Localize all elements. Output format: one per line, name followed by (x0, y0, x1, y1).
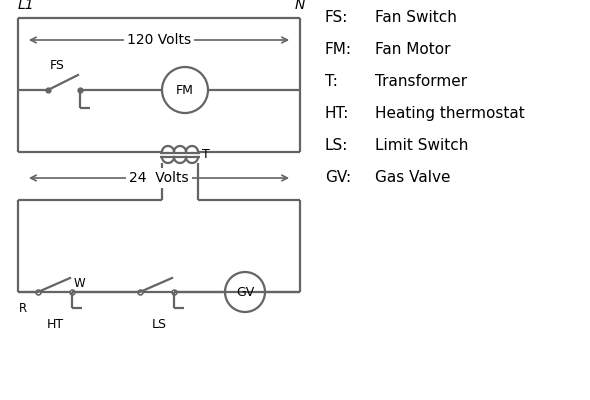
Text: Gas Valve: Gas Valve (375, 170, 451, 185)
Text: Heating thermostat: Heating thermostat (375, 106, 525, 121)
Text: HT: HT (47, 318, 64, 331)
Text: Limit Switch: Limit Switch (375, 138, 468, 153)
Text: W: W (74, 277, 86, 290)
Text: T: T (202, 148, 210, 162)
Text: Fan Motor: Fan Motor (375, 42, 451, 57)
Text: LS: LS (152, 318, 166, 331)
Text: LS:: LS: (325, 138, 348, 153)
Text: T:: T: (325, 74, 338, 89)
Text: FS:: FS: (325, 10, 348, 25)
Text: FM: FM (176, 84, 194, 96)
Text: 24  Volts: 24 Volts (129, 171, 189, 185)
Text: FM:: FM: (325, 42, 352, 57)
Text: GV:: GV: (325, 170, 351, 185)
Text: Fan Switch: Fan Switch (375, 10, 457, 25)
Text: GV: GV (236, 286, 254, 298)
Text: R: R (19, 302, 27, 315)
Text: Transformer: Transformer (375, 74, 467, 89)
Text: N: N (295, 0, 305, 12)
Text: L1: L1 (18, 0, 35, 12)
Text: HT:: HT: (325, 106, 349, 121)
Text: 120 Volts: 120 Volts (127, 33, 191, 47)
Text: FS: FS (50, 59, 65, 72)
